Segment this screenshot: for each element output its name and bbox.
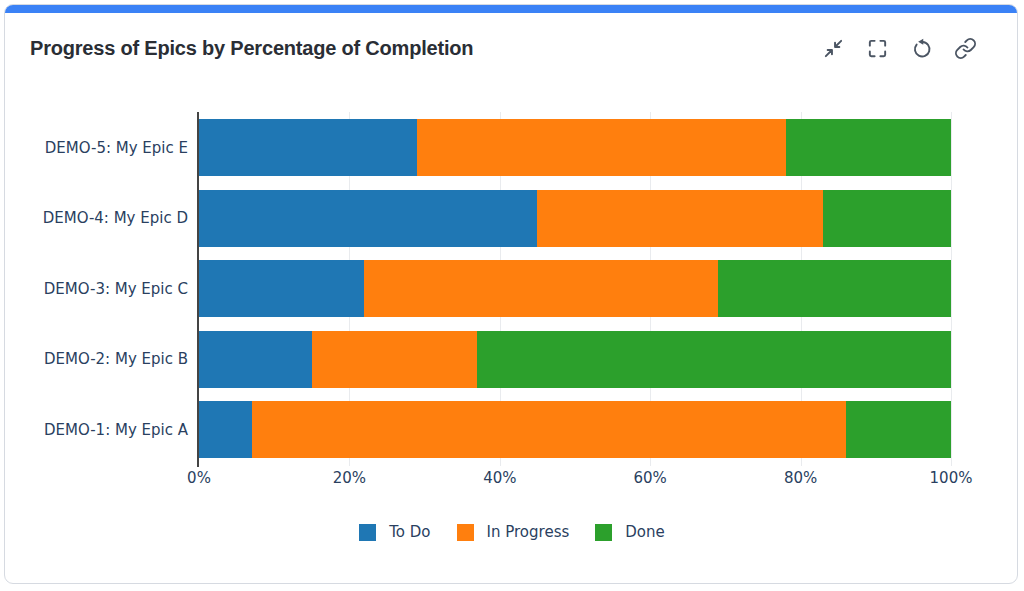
- bar-row: [199, 119, 951, 176]
- legend-swatch: [595, 524, 612, 541]
- bar-segment-done[interactable]: [786, 119, 951, 176]
- refresh-button[interactable]: [910, 37, 933, 60]
- legend: To Do In Progress Done: [5, 523, 1018, 541]
- bar-segment-done[interactable]: [718, 260, 951, 317]
- bar-segment-done[interactable]: [823, 190, 951, 247]
- bar-row: [199, 331, 951, 388]
- y-axis-label: DEMO-3: My Epic C: [5, 260, 188, 317]
- bar-segment-done[interactable]: [846, 401, 951, 458]
- legend-label: Done: [625, 523, 664, 541]
- bar-segment-in-progress[interactable]: [364, 260, 717, 317]
- card-toolbar: [822, 37, 977, 60]
- bar-row: [199, 401, 951, 458]
- bar-segment-to-do[interactable]: [199, 119, 417, 176]
- legend-item-in-progress[interactable]: In Progress: [457, 523, 570, 541]
- stacked-bars: [199, 119, 951, 458]
- fullscreen-icon: [866, 37, 889, 60]
- y-axis-label: DEMO-1: My Epic A: [5, 401, 188, 458]
- bar-segment-in-progress[interactable]: [252, 401, 846, 458]
- y-axis-label: DEMO-2: My Epic B: [5, 331, 188, 388]
- bar-segment-in-progress[interactable]: [312, 331, 477, 388]
- x-tick-label: 60%: [634, 469, 667, 487]
- bar-segment-to-do[interactable]: [199, 331, 312, 388]
- card-accent-bar: [5, 5, 1017, 13]
- x-tick-label: 100%: [930, 469, 973, 487]
- legend-item-done[interactable]: Done: [595, 523, 664, 541]
- chart-title: Progress of Epics by Percentage of Compl…: [30, 37, 473, 60]
- bar-segment-in-progress[interactable]: [417, 119, 785, 176]
- link-icon: [954, 37, 977, 60]
- refresh-icon: [910, 37, 933, 60]
- bar-segment-done[interactable]: [477, 331, 951, 388]
- x-tick-label: 20%: [333, 469, 366, 487]
- fullscreen-button[interactable]: [866, 37, 889, 60]
- bar-segment-to-do[interactable]: [199, 260, 364, 317]
- bar-segment-to-do[interactable]: [199, 401, 252, 458]
- x-tick-label: 40%: [483, 469, 516, 487]
- chart-card: Progress of Epics by Percentage of Compl…: [4, 4, 1018, 584]
- plot-area: [199, 112, 951, 462]
- legend-swatch: [457, 524, 474, 541]
- bar-segment-in-progress[interactable]: [537, 190, 823, 247]
- legend-label: In Progress: [487, 523, 570, 541]
- bar-row: [199, 190, 951, 247]
- y-axis-label: DEMO-4: My Epic D: [5, 190, 188, 247]
- y-axis-label: DEMO-5: My Epic E: [5, 119, 188, 176]
- x-axis-tick-labels: 0%20%40%60%80%100%: [199, 469, 951, 489]
- bar-row: [199, 260, 951, 317]
- y-axis-labels: DEMO-5: My Epic E DEMO-4: My Epic D DEMO-3…: [5, 112, 188, 458]
- link-button[interactable]: [954, 37, 977, 60]
- legend-item-to-do[interactable]: To Do: [359, 523, 430, 541]
- gridline: [951, 112, 952, 466]
- legend-swatch: [359, 524, 376, 541]
- collapse-button[interactable]: [822, 37, 845, 60]
- bar-segment-to-do[interactable]: [199, 190, 537, 247]
- legend-label: To Do: [389, 523, 430, 541]
- x-tick-label: 80%: [784, 469, 817, 487]
- collapse-icon: [822, 37, 845, 60]
- card-header: Progress of Epics by Percentage of Compl…: [30, 33, 977, 63]
- x-tick-label: 0%: [187, 469, 211, 487]
